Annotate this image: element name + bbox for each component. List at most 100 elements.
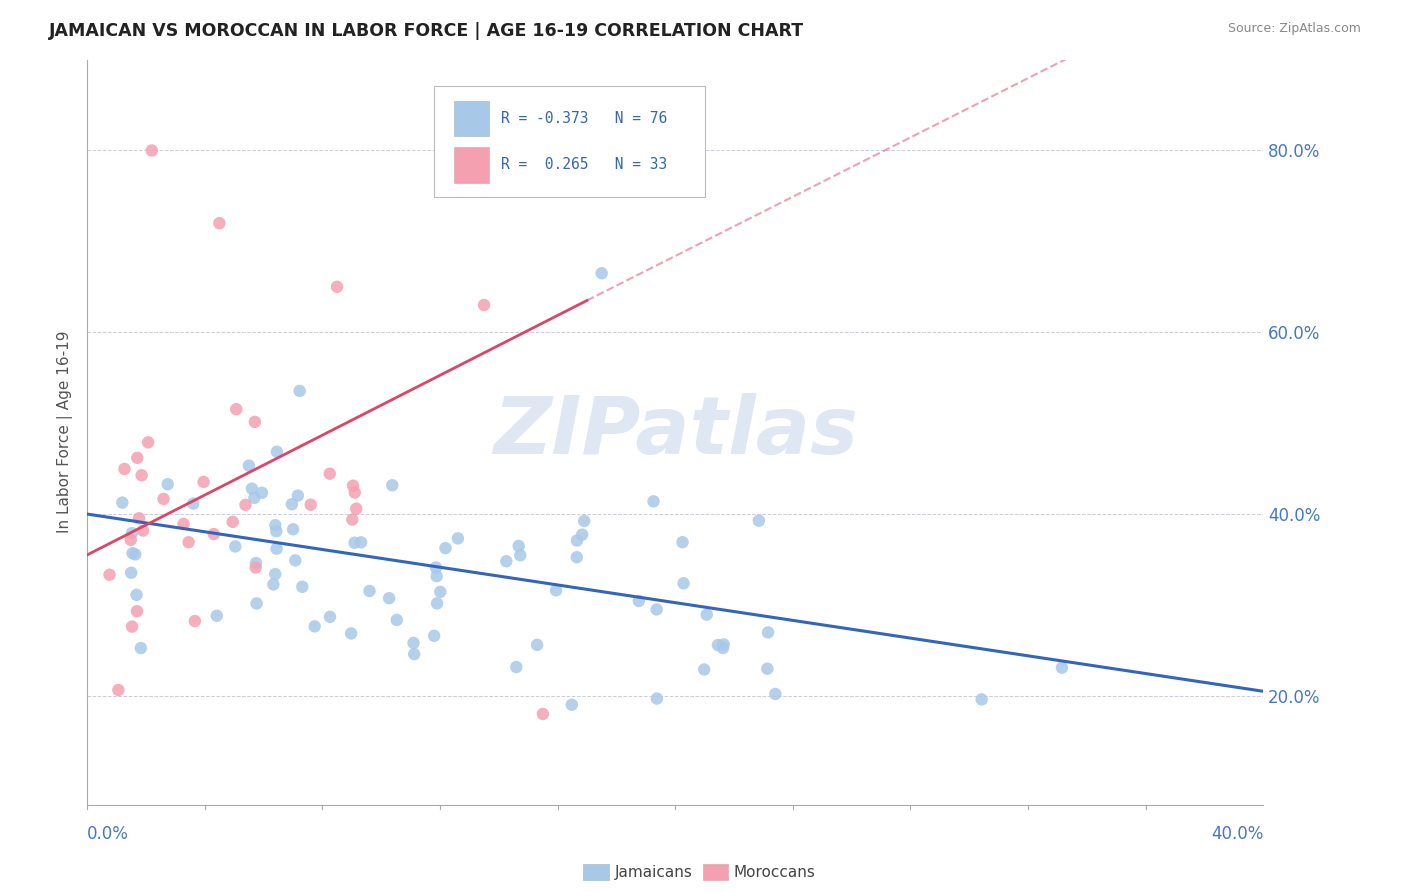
Point	[643, 494, 665, 508]
Point	[128, 511, 150, 525]
Text: Moroccans: Moroccans	[734, 865, 815, 880]
Point	[434, 541, 457, 555]
Point	[173, 516, 195, 531]
Point	[693, 663, 716, 677]
Text: ZIPatlas: ZIPatlas	[492, 393, 858, 471]
Text: 40.0%: 40.0%	[1211, 825, 1264, 843]
Point	[343, 535, 366, 549]
Point	[429, 585, 451, 599]
Text: JAMAICAN VS MOROCCAN IN LABOR FORCE | AGE 16-19 CORRELATION CHART: JAMAICAN VS MOROCCAN IN LABOR FORCE | AG…	[49, 22, 804, 40]
Point	[748, 514, 770, 528]
Point	[243, 491, 266, 505]
Point	[1050, 660, 1073, 674]
Point	[121, 526, 143, 541]
Point	[381, 478, 404, 492]
Point	[121, 546, 143, 560]
Point	[240, 482, 263, 496]
Point	[591, 266, 613, 280]
Point	[288, 384, 311, 398]
Text: 0.0%: 0.0%	[87, 825, 129, 843]
Text: Jamaicans: Jamaicans	[614, 865, 692, 880]
Point	[526, 638, 548, 652]
Point	[132, 524, 155, 538]
Point	[565, 533, 588, 548]
Point	[509, 548, 531, 562]
Point	[238, 458, 260, 473]
Point	[264, 518, 287, 533]
Point	[264, 567, 287, 582]
Point	[342, 478, 364, 492]
Point	[129, 641, 152, 656]
Point	[319, 467, 342, 481]
Point	[291, 580, 314, 594]
Point	[472, 298, 495, 312]
Point	[243, 415, 266, 429]
Bar	[454, 101, 489, 136]
Point	[645, 602, 668, 616]
Point	[262, 577, 284, 591]
Point	[235, 498, 257, 512]
Point	[713, 638, 735, 652]
Point	[114, 462, 136, 476]
Point	[707, 638, 730, 652]
Point	[544, 583, 567, 598]
Point	[208, 216, 231, 230]
Text: R =  0.265   N = 33: R = 0.265 N = 33	[501, 157, 668, 172]
Point	[266, 524, 288, 539]
Point	[426, 569, 449, 583]
Point	[508, 539, 530, 553]
Point	[177, 535, 200, 549]
Point	[627, 594, 650, 608]
Bar	[454, 147, 489, 183]
Point	[245, 560, 267, 574]
Point	[205, 608, 228, 623]
Point	[222, 515, 245, 529]
Point	[120, 533, 142, 547]
Point	[127, 450, 149, 465]
Text: R = -0.373   N = 76: R = -0.373 N = 76	[501, 111, 668, 126]
Point	[359, 584, 381, 599]
Point	[202, 527, 225, 541]
Point	[571, 527, 593, 541]
Point	[245, 556, 267, 570]
Text: Source: ZipAtlas.com: Source: ZipAtlas.com	[1227, 22, 1361, 36]
Point	[561, 698, 583, 712]
Point	[645, 691, 668, 706]
Point	[121, 619, 143, 633]
Point	[343, 485, 366, 500]
Point	[224, 540, 246, 554]
Point	[245, 597, 267, 611]
Point	[193, 475, 215, 489]
Point	[181, 497, 204, 511]
Point	[447, 532, 470, 546]
Point	[344, 501, 367, 516]
Point	[124, 547, 146, 561]
Y-axis label: In Labor Force | Age 16-19: In Labor Force | Age 16-19	[58, 331, 73, 533]
Point	[120, 566, 142, 580]
Point	[141, 144, 163, 158]
Point	[342, 512, 364, 526]
Point	[505, 660, 527, 674]
Point	[136, 435, 159, 450]
Point	[404, 647, 426, 661]
Point	[125, 604, 148, 618]
Point	[156, 477, 179, 491]
Point	[281, 497, 304, 511]
Point	[225, 402, 247, 417]
Point	[711, 640, 734, 655]
Point	[426, 596, 449, 610]
Point	[671, 535, 693, 549]
Point	[152, 491, 174, 506]
Point	[98, 567, 121, 582]
Point	[378, 591, 401, 606]
Point	[299, 498, 322, 512]
Point	[672, 576, 695, 591]
Point	[284, 553, 307, 567]
Point	[350, 535, 373, 549]
Point	[402, 636, 425, 650]
Point	[763, 687, 786, 701]
Point	[125, 588, 148, 602]
Point	[107, 683, 129, 698]
FancyBboxPatch shape	[434, 86, 704, 197]
Point	[131, 468, 153, 483]
